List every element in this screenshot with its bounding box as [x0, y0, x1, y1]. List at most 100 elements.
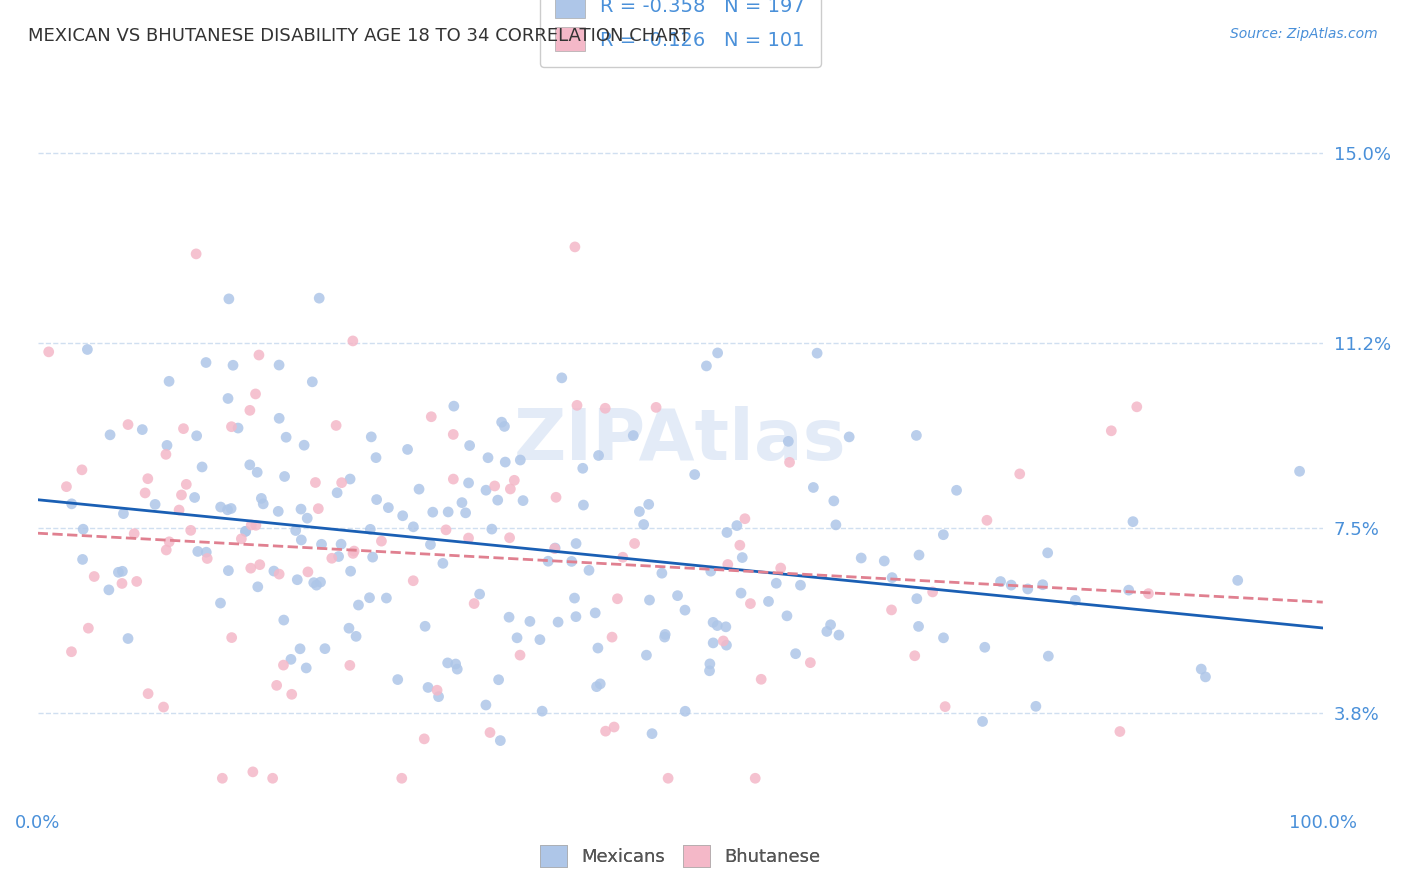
Point: [359, 591, 381, 605]
Point: [247, 348, 270, 362]
Point: [612, 550, 634, 565]
Point: [475, 483, 498, 498]
Point: [512, 493, 534, 508]
Point: [195, 551, 218, 566]
Point: [337, 621, 360, 635]
Point: [776, 608, 799, 623]
Point: [637, 497, 659, 511]
Point: [339, 472, 361, 486]
Point: [1109, 724, 1132, 739]
Point: [304, 475, 326, 490]
Point: [585, 680, 607, 694]
Point: [457, 475, 479, 490]
Point: [820, 617, 842, 632]
Point: [172, 422, 194, 436]
Point: [702, 615, 724, 630]
Point: [295, 661, 318, 675]
Point: [1036, 546, 1059, 560]
Point: [758, 594, 780, 608]
Point: [651, 566, 673, 581]
Point: [564, 591, 586, 605]
Point: [321, 551, 343, 566]
Point: [366, 492, 388, 507]
Point: [838, 430, 860, 444]
Point: [98, 427, 121, 442]
Point: [273, 469, 295, 483]
Point: [621, 428, 644, 442]
Point: [361, 550, 384, 565]
Point: [422, 505, 444, 519]
Point: [544, 490, 567, 504]
Point: [1137, 586, 1160, 600]
Point: [765, 576, 787, 591]
Point: [391, 771, 413, 785]
Point: [907, 619, 929, 633]
Point: [489, 733, 512, 747]
Point: [292, 438, 315, 452]
Point: [326, 485, 349, 500]
Point: [503, 473, 526, 487]
Point: [231, 532, 253, 546]
Point: [436, 656, 458, 670]
Point: [463, 597, 485, 611]
Point: [170, 488, 193, 502]
Point: [269, 411, 291, 425]
Point: [1038, 649, 1060, 664]
Point: [183, 491, 205, 505]
Point: [339, 658, 361, 673]
Point: [494, 455, 516, 469]
Point: [290, 502, 312, 516]
Point: [276, 430, 298, 444]
Point: [297, 511, 319, 525]
Point: [330, 475, 353, 490]
Point: [699, 657, 721, 671]
Point: [285, 573, 308, 587]
Point: [302, 575, 325, 590]
Point: [301, 375, 323, 389]
Point: [606, 591, 628, 606]
Point: [180, 524, 202, 538]
Point: [716, 638, 738, 652]
Point: [226, 421, 249, 435]
Point: [1122, 515, 1144, 529]
Point: [725, 518, 748, 533]
Point: [187, 544, 209, 558]
Point: [873, 554, 896, 568]
Point: [1118, 583, 1140, 598]
Point: [1064, 593, 1087, 607]
Point: [195, 355, 218, 369]
Point: [107, 566, 129, 580]
Point: [595, 724, 617, 739]
Point: [1288, 464, 1310, 478]
Point: [531, 704, 554, 718]
Point: [488, 673, 510, 687]
Point: [815, 624, 838, 639]
Point: [740, 597, 762, 611]
Point: [131, 423, 153, 437]
Point: [167, 503, 190, 517]
Point: [246, 580, 269, 594]
Point: [486, 493, 509, 508]
Point: [498, 531, 520, 545]
Point: [314, 641, 336, 656]
Point: [339, 564, 361, 578]
Point: [494, 419, 516, 434]
Point: [155, 447, 177, 461]
Point: [498, 610, 520, 624]
Point: [972, 714, 994, 729]
Point: [589, 677, 612, 691]
Point: [789, 578, 811, 592]
Point: [716, 525, 738, 540]
Point: [267, 358, 290, 372]
Point: [239, 458, 262, 472]
Point: [976, 513, 998, 527]
Point: [217, 564, 239, 578]
Point: [641, 726, 664, 740]
Point: [908, 548, 931, 562]
Point: [311, 537, 333, 551]
Point: [454, 506, 477, 520]
Point: [623, 536, 645, 550]
Point: [1194, 670, 1216, 684]
Point: [477, 450, 499, 465]
Point: [683, 467, 706, 482]
